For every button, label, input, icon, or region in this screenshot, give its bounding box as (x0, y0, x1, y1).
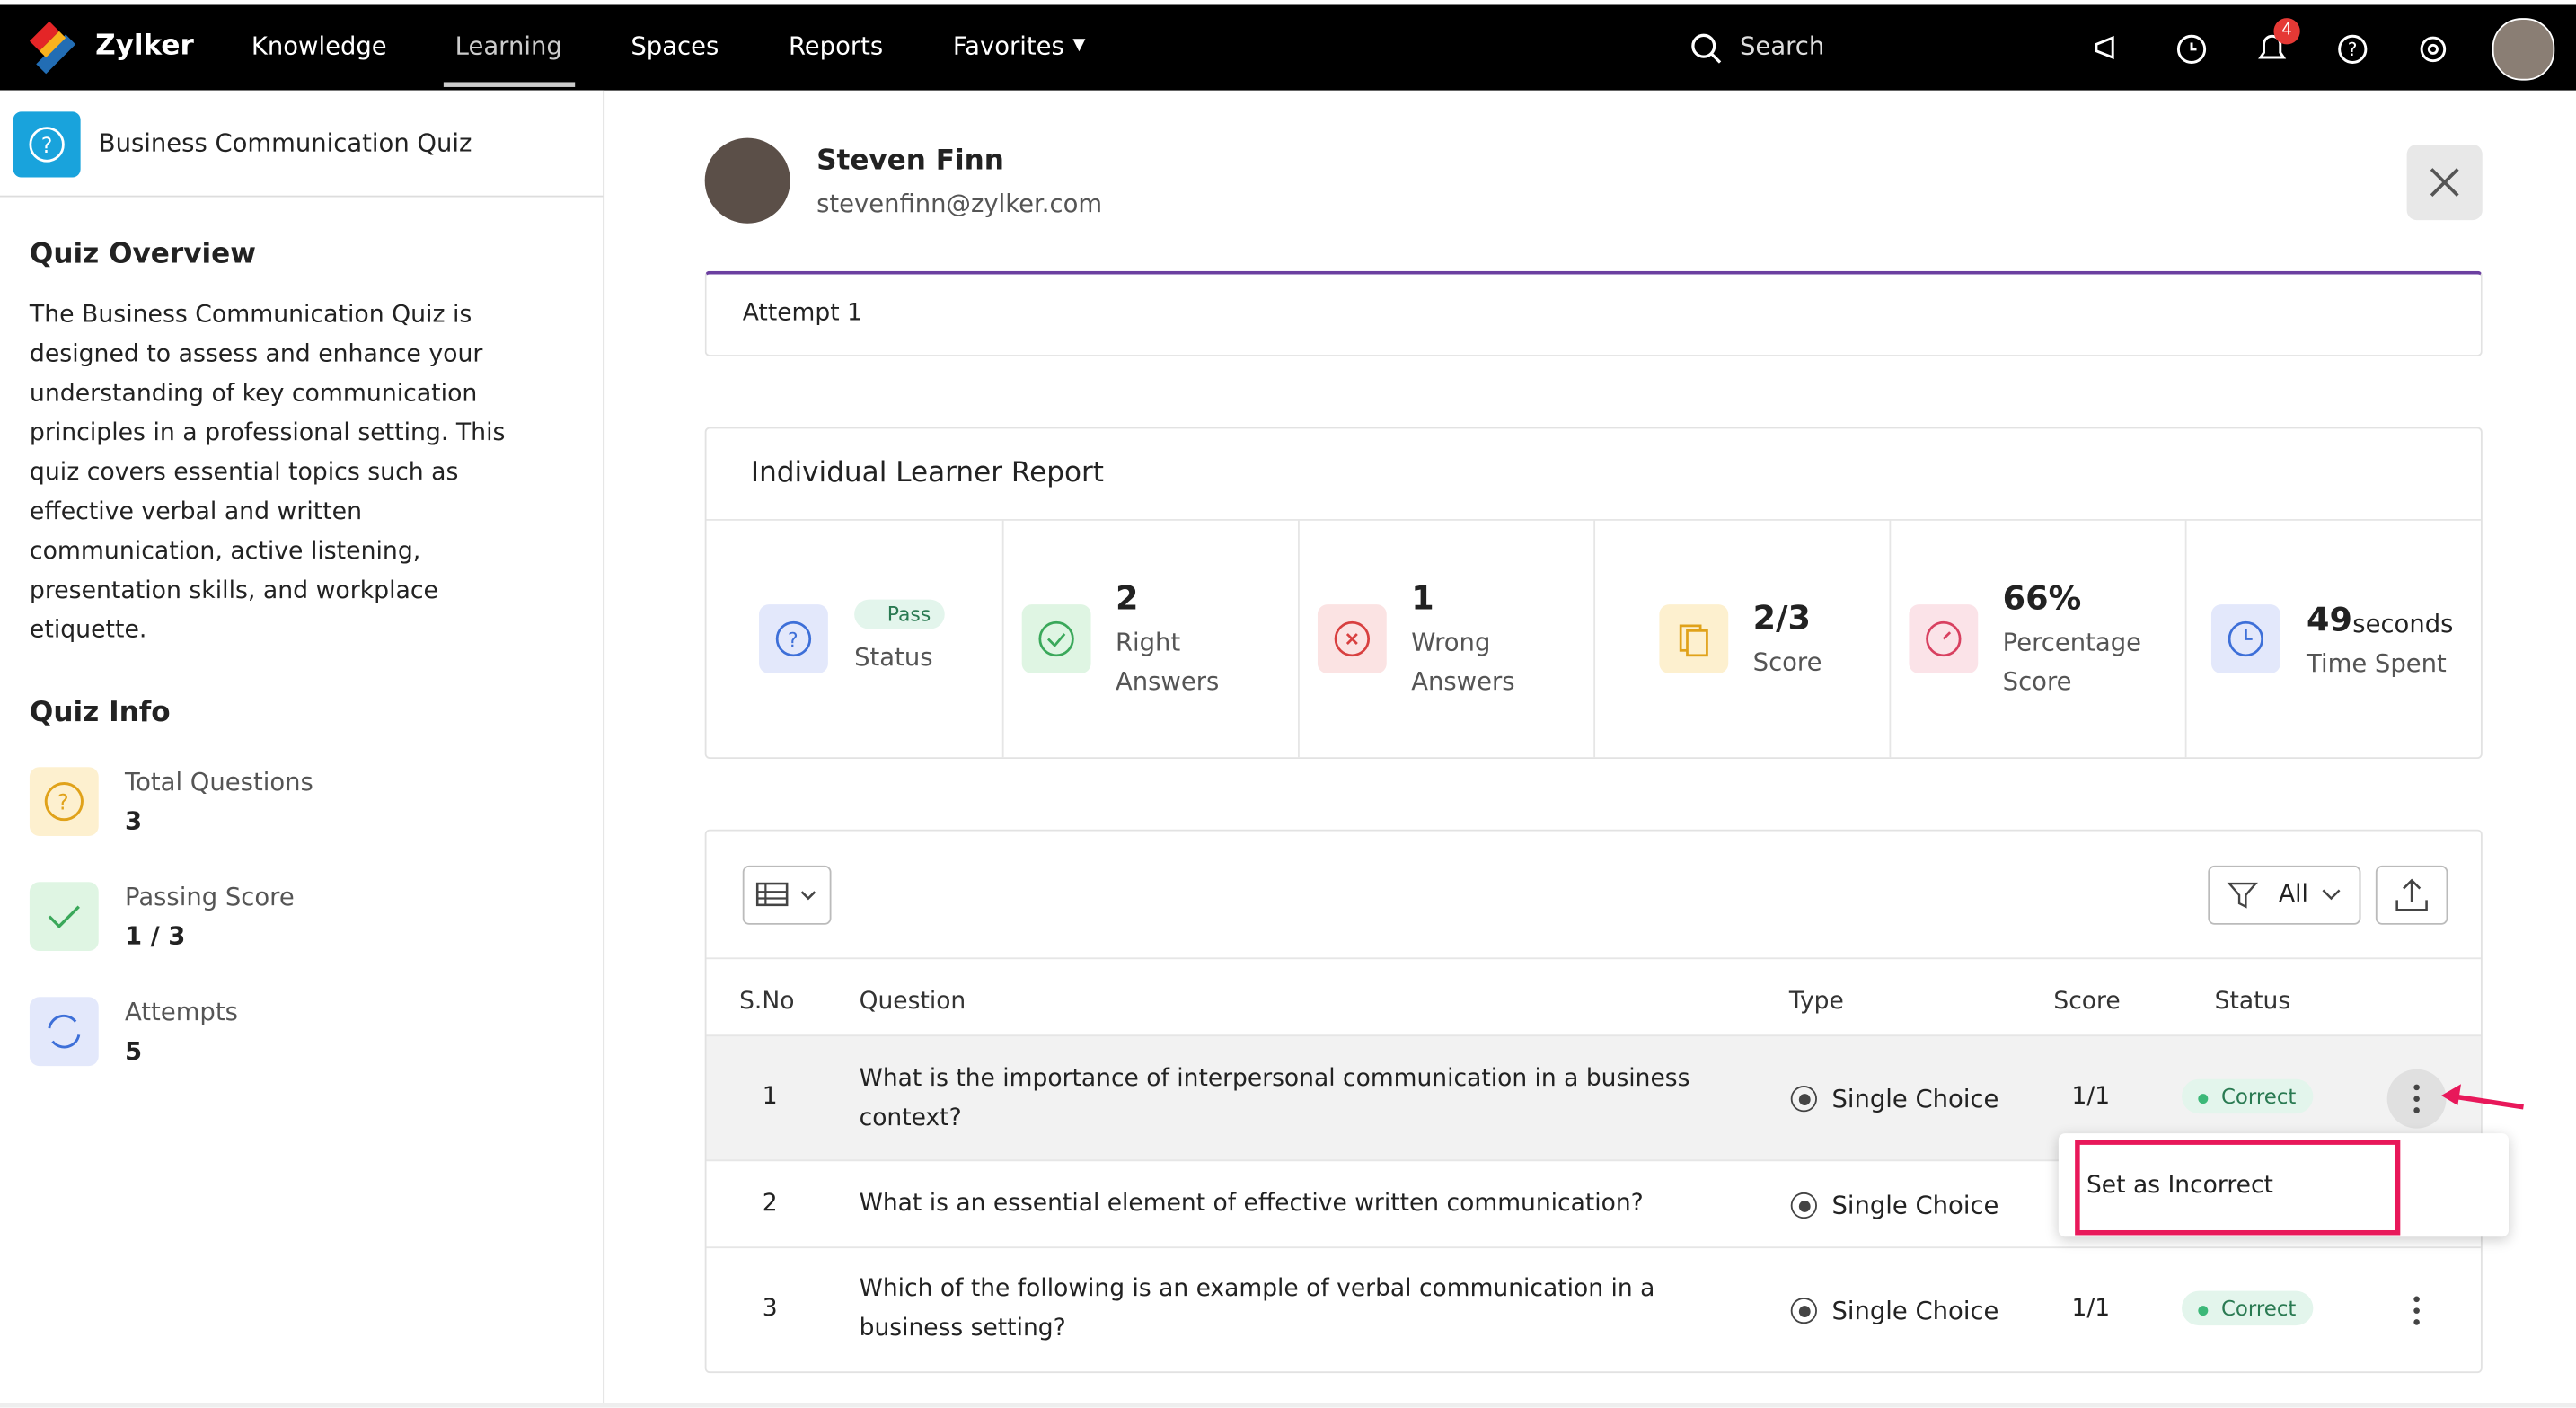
top-nav: Zylker Knowledge Learning Spaces Reports… (0, 4, 2576, 91)
nav-item[interactable]: Reports (788, 31, 884, 61)
stat-label: Percentage Score (2002, 627, 2142, 697)
status-badge: Correct (2182, 1290, 2313, 1326)
cell-type: Single Choice (1831, 1084, 1999, 1114)
info-value: 5 (125, 1036, 143, 1067)
nav-item[interactable]: Learning (454, 31, 562, 61)
table-row[interactable]: 2 What is an essential element of effect… (706, 1159, 2481, 1248)
cell-sno: 2 (762, 1191, 778, 1218)
stat-label: Score (1752, 647, 1822, 677)
quiz-title: Business Communication Quiz (98, 128, 472, 158)
search[interactable]: Search (1740, 31, 1825, 61)
stat-value: 49 (2307, 599, 2352, 639)
nav-item[interactable]: Spaces (631, 31, 719, 61)
svg-text:?: ? (57, 790, 69, 815)
info-icon (29, 997, 99, 1067)
learner-email: stevenfinn@zylker.com (816, 189, 1103, 219)
stat: 66% Percentage Score (1889, 518, 2187, 758)
stat: 1 Wrong Answers (1298, 518, 1596, 758)
svg-text:?: ? (2348, 39, 2358, 60)
table-row[interactable]: 3 Which of the following is an example o… (706, 1246, 2481, 1371)
stat: ? Pass Status (707, 518, 1004, 758)
column-header: Question (859, 989, 966, 1016)
highlight-box (2075, 1140, 2401, 1236)
column-header: Status (2214, 989, 2291, 1016)
stat: 49 seconds Time Spent (2185, 519, 2481, 757)
cell-question: What is the importance of interpersonal … (859, 1066, 1690, 1132)
filter-value[interactable]: All (2278, 882, 2308, 909)
logo (29, 21, 76, 75)
cell-question: Which of the following is an example of … (859, 1276, 1655, 1342)
stat-label: Time Spent (2307, 648, 2447, 679)
status-badge: Correct (2182, 1078, 2313, 1114)
close-button[interactable] (2406, 144, 2483, 221)
cell-question: What is an essential element of effectiv… (859, 1191, 1644, 1218)
cell-score: 1/1 (2071, 1084, 2111, 1111)
svg-text:?: ? (41, 133, 53, 158)
svg-text:?: ? (788, 630, 798, 653)
overview-title: Quiz Overview (29, 238, 256, 271)
stat-value: 66% (2002, 577, 2082, 618)
stat-label: Right Answers (1115, 627, 1220, 697)
info-label: Total Questions (125, 767, 313, 797)
row-menu-button[interactable] (2387, 1281, 2447, 1341)
report-card: Individual Learner Report ? Pass Status … (704, 427, 2483, 760)
learner-name: Steven Finn (816, 144, 1004, 178)
stat: 2/3 Score (1593, 518, 1892, 758)
quiz-icon: ? (13, 111, 81, 178)
filter-button[interactable]: All (2208, 865, 2361, 925)
stat-unit: seconds (2352, 609, 2454, 639)
export-button[interactable] (2375, 865, 2448, 925)
info-value: 1 / 3 (125, 921, 186, 952)
active-underline (443, 82, 576, 87)
overview-text: The Business Communication Quiz is desig… (29, 300, 506, 645)
attempt-label[interactable]: Attempt 1 (742, 300, 862, 327)
nav-icons[interactable]: ? (2090, 28, 2468, 71)
sidebar: ? Business Communication Quiz Quiz Overv… (0, 90, 605, 1408)
column-header: S.No (739, 989, 795, 1016)
row-menu-button[interactable] (2386, 1069, 2447, 1129)
nav-item[interactable]: Favorites (952, 31, 1064, 61)
info-value: 3 (125, 806, 143, 837)
attempt-tab[interactable]: Attempt 1 (704, 270, 2483, 356)
learner-avatar (704, 137, 790, 224)
user-avatar[interactable] (2492, 18, 2555, 81)
questions-table: All S.No Question Type Score Status 1 Wh… (704, 829, 2483, 1374)
info-label: Passing Score (125, 882, 295, 912)
status-badge: Pass (854, 599, 944, 629)
report-title: Individual Learner Report (750, 456, 1105, 490)
cell-sno: 1 (762, 1084, 778, 1111)
stat: 2 Right Answers (1002, 518, 1300, 758)
column-header: Type (1788, 989, 1844, 1016)
pointer-arrow (2441, 1084, 2524, 1110)
brand[interactable]: Zylker (95, 29, 194, 63)
nav-item[interactable]: Knowledge (251, 31, 387, 61)
cell-type: Single Choice (1831, 1296, 1999, 1326)
view-toggle[interactable] (742, 865, 832, 925)
cell-type: Single Choice (1831, 1191, 1999, 1221)
cell-score: 1/1 (2071, 1296, 2111, 1323)
info-icon: ? (29, 767, 99, 837)
stat-value: 1 (1411, 577, 1434, 618)
context-menu: Set as Incorrect (2058, 1133, 2510, 1237)
stat-value: 2/3 (1752, 597, 1811, 638)
column-header: Score (2053, 989, 2121, 1016)
stat-value: 2 (1115, 577, 1139, 618)
info-title: Quiz Info (29, 696, 171, 730)
info-label: Attempts (125, 997, 238, 1027)
stat-label: Wrong Answers (1411, 627, 1515, 697)
stat-label: Status (854, 642, 933, 673)
info-icon (29, 882, 99, 952)
cell-sno: 3 (762, 1296, 778, 1323)
notification-badge: 4 (2273, 18, 2300, 45)
search-icon[interactable] (1690, 33, 1724, 66)
dropdown-caret[interactable]: ▼ (1072, 36, 1086, 55)
menu-item[interactable]: Set as Incorrect (2086, 1172, 2273, 1200)
